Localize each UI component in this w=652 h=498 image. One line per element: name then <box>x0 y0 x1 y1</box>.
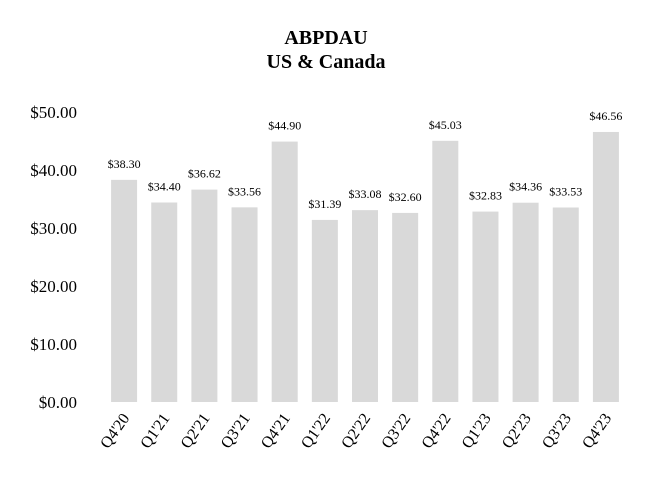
bars <box>111 131 619 403</box>
bar <box>271 141 298 402</box>
chart-title: ABPDAU <box>284 27 368 49</box>
data-label: $45.03 <box>429 118 462 132</box>
x-tick-label: Q4'20 <box>97 411 133 452</box>
y-tick-label: $0.00 <box>39 393 77 412</box>
y-axis: $0.00 $10.00 $20.00 $30.00 $40.00 $50.00 <box>30 103 77 412</box>
x-tick-label: Q1'21 <box>138 411 174 452</box>
data-label: $46.56 <box>589 109 622 123</box>
chart-subtitle: US & Canada <box>266 51 386 73</box>
x-tick-label: Q2'21 <box>178 411 214 452</box>
x-tick-label: Q2'23 <box>499 411 535 452</box>
x-tick-label: Q3'21 <box>218 411 254 452</box>
data-label: $32.60 <box>389 190 422 204</box>
x-tick-label: Q1'23 <box>459 411 495 452</box>
bar <box>111 179 138 402</box>
bar <box>432 140 459 403</box>
data-label: $32.83 <box>469 189 502 203</box>
x-tick-label: Q4'23 <box>579 411 615 452</box>
x-tick-label: Q3'22 <box>378 411 414 452</box>
data-labels: $38.30 $34.40 $36.62 $33.56 $44.90 $31.39 $33.… <box>108 109 623 211</box>
bar <box>472 211 499 402</box>
bar <box>191 189 218 402</box>
bar <box>592 131 619 402</box>
data-label: $36.62 <box>188 167 221 181</box>
x-tick-label: Q1'22 <box>298 411 334 452</box>
data-label: $34.40 <box>148 179 181 193</box>
bar <box>311 219 338 402</box>
y-tick-label: $10.00 <box>30 335 77 354</box>
bar <box>552 207 579 402</box>
data-label: $33.56 <box>228 184 261 198</box>
x-tick-label: Q2'22 <box>338 411 374 452</box>
bar <box>392 212 419 402</box>
data-label: $38.30 <box>108 157 141 171</box>
x-tick-label: Q4'21 <box>258 411 294 452</box>
data-label: $33.53 <box>549 185 582 199</box>
bar <box>151 202 178 402</box>
bar <box>231 207 258 402</box>
data-label: $33.08 <box>349 187 382 201</box>
bar <box>512 202 539 402</box>
y-tick-label: $30.00 <box>30 219 77 238</box>
x-tick-label: Q3'23 <box>539 411 575 452</box>
y-tick-label: $40.00 <box>30 161 77 180</box>
y-tick-label: $20.00 <box>30 277 77 296</box>
data-label: $31.39 <box>308 197 341 211</box>
data-label: $44.90 <box>268 119 301 133</box>
bar <box>352 210 378 402</box>
x-axis: Q4'20 Q1'21 Q2'21 Q3'21 Q4'21 Q1'22 Q2'22 Q3'22… <box>97 411 615 452</box>
y-tick-label: $50.00 <box>30 103 77 122</box>
x-tick-label: Q4'22 <box>419 411 455 452</box>
data-label: $34.36 <box>509 180 542 194</box>
